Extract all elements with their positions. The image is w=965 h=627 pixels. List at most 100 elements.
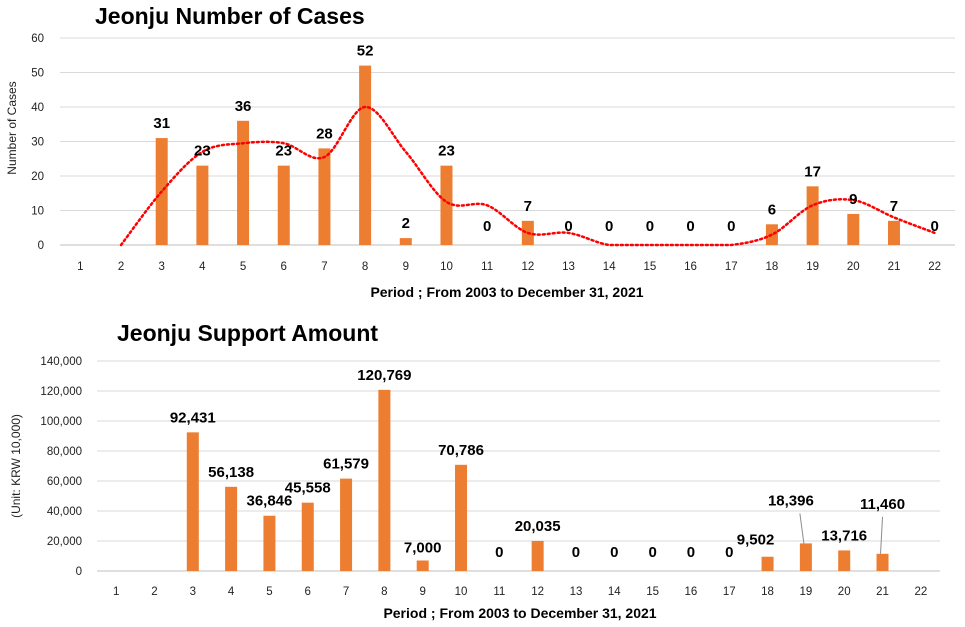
support-bar <box>263 515 276 571</box>
cases-x-tick-label: 14 <box>603 261 616 273</box>
support-bar <box>225 486 238 571</box>
support-y-tick-label: 20,000 <box>47 536 82 548</box>
cases-x-tick-label: 3 <box>159 261 165 273</box>
support-y-tick-label: 120,000 <box>40 386 82 398</box>
support-data-label: 0 <box>648 544 656 561</box>
support-data-label: 20,035 <box>515 518 561 535</box>
cases-x-tick-label: 20 <box>847 261 860 273</box>
support-bar <box>416 560 429 571</box>
support-data-label: 18,396 <box>768 492 814 509</box>
cases-x-tick-label: 10 <box>440 261 453 273</box>
support-x-tick-label: 4 <box>228 586 235 598</box>
cases-bar <box>887 220 900 245</box>
cases-data-label: 0 <box>605 218 613 235</box>
cases-data-label: 2 <box>402 215 410 232</box>
support-bar <box>186 432 199 571</box>
cases-bar <box>237 120 250 245</box>
support-y-tick-label: 100,000 <box>40 416 82 428</box>
support-x-tick-label: 17 <box>723 586 736 598</box>
support-x-tick-label: 22 <box>914 586 927 598</box>
cases-y-tick-label: 20 <box>31 171 44 183</box>
cases-data-label: 9 <box>849 191 857 208</box>
cases-y-tick-label: 50 <box>31 68 44 80</box>
support-data-label: 45,558 <box>285 480 331 497</box>
cases-data-label: 0 <box>930 218 938 235</box>
support-bar <box>340 478 353 571</box>
support-x-tick-label: 2 <box>151 586 157 598</box>
cases-chart: Jeonju Number of Cases Number of Cases P… <box>5 3 955 300</box>
cases-data-label: 23 <box>438 143 455 160</box>
cases-data-label: 7 <box>524 198 532 215</box>
cases-x-tick-label: 19 <box>806 261 819 273</box>
support-y-tick-label: 60,000 <box>47 476 82 488</box>
cases-data-label: 52 <box>357 43 374 60</box>
support-data-label: 13,716 <box>821 527 867 544</box>
cases-data-label: 0 <box>686 218 694 235</box>
support-x-tick-label: 11 <box>493 586 505 598</box>
support-x-tick-label: 12 <box>531 586 544 598</box>
cases-x-tick-label: 2 <box>118 261 124 273</box>
support-bar <box>838 550 851 571</box>
cases-bar <box>318 148 331 245</box>
cases-bar <box>359 65 372 245</box>
cases-bar <box>196 165 209 245</box>
cases-y-tick-label: 60 <box>31 33 44 45</box>
support-x-tick-label: 19 <box>799 586 812 598</box>
cases-data-label: 0 <box>646 218 654 235</box>
support-bar <box>761 556 774 571</box>
cases-x-tick-label: 22 <box>928 261 941 273</box>
support-x-tick-label: 8 <box>381 586 387 598</box>
cases-x-tick-label: 1 <box>77 261 83 273</box>
cases-data-label: 36 <box>235 98 252 115</box>
cases-data-label: 23 <box>194 143 211 160</box>
cases-y-tick-label: 10 <box>31 206 44 218</box>
support-x-tick-label: 10 <box>455 586 468 598</box>
cases-x-tick-label: 11 <box>481 261 493 273</box>
cases-x-axis-label: Period ; From 2003 to December 31, 2021 <box>370 284 643 300</box>
support-x-tick-label: 1 <box>113 586 119 598</box>
support-data-label: 120,769 <box>357 367 411 384</box>
cases-chart-title: Jeonju Number of Cases <box>95 3 365 29</box>
support-data-label: 0 <box>572 544 580 561</box>
cases-data-label: 7 <box>890 198 898 215</box>
support-x-tick-label: 16 <box>685 586 698 598</box>
cases-data-label: 28 <box>316 125 333 142</box>
support-x-tick-label: 14 <box>608 586 621 598</box>
support-data-label: 36,846 <box>246 493 292 510</box>
support-y-axis-label: (Unit: KRW 10,000) <box>9 414 23 518</box>
cases-data-label: 17 <box>804 163 821 180</box>
support-leader-line <box>799 513 805 544</box>
cases-trendline <box>119 105 936 247</box>
cases-x-tick-label: 9 <box>403 261 409 273</box>
support-y-tick-label: 80,000 <box>47 446 82 458</box>
cases-y-tick-label: 0 <box>38 240 44 252</box>
support-data-label: 0 <box>687 544 695 561</box>
support-x-tick-label: 7 <box>343 586 349 598</box>
cases-bar <box>847 213 860 245</box>
cases-x-tick-label: 16 <box>684 261 697 273</box>
support-x-tick-label: 21 <box>876 586 889 598</box>
cases-x-tick-label: 21 <box>888 261 901 273</box>
support-y-tick-label: 0 <box>76 566 82 578</box>
cases-x-tick-label: 7 <box>321 261 327 273</box>
support-y-tick-label: 140,000 <box>40 356 82 368</box>
support-bar <box>378 389 391 571</box>
cases-y-tick-label: 30 <box>31 137 44 149</box>
support-chart-title: Jeonju Support Amount <box>117 320 378 346</box>
cases-y-tick-label: 40 <box>31 102 44 114</box>
support-data-label: 56,138 <box>208 464 254 481</box>
support-data-label: 70,786 <box>438 442 484 459</box>
support-data-label: 9,502 <box>737 532 775 549</box>
support-data-label: 0 <box>495 544 503 561</box>
support-x-tick-label: 18 <box>761 586 774 598</box>
cases-data-label: 23 <box>275 143 292 160</box>
cases-bar <box>806 186 819 245</box>
support-bar <box>876 553 889 571</box>
support-chart: Jeonju Support Amount (Unit: KRW 10,000)… <box>9 320 940 621</box>
cases-bar <box>399 238 412 245</box>
cases-y-axis-label: Number of Cases <box>5 81 19 174</box>
support-x-tick-label: 5 <box>266 586 272 598</box>
cases-x-tick-label: 12 <box>521 261 534 273</box>
support-data-label: 0 <box>725 544 733 561</box>
